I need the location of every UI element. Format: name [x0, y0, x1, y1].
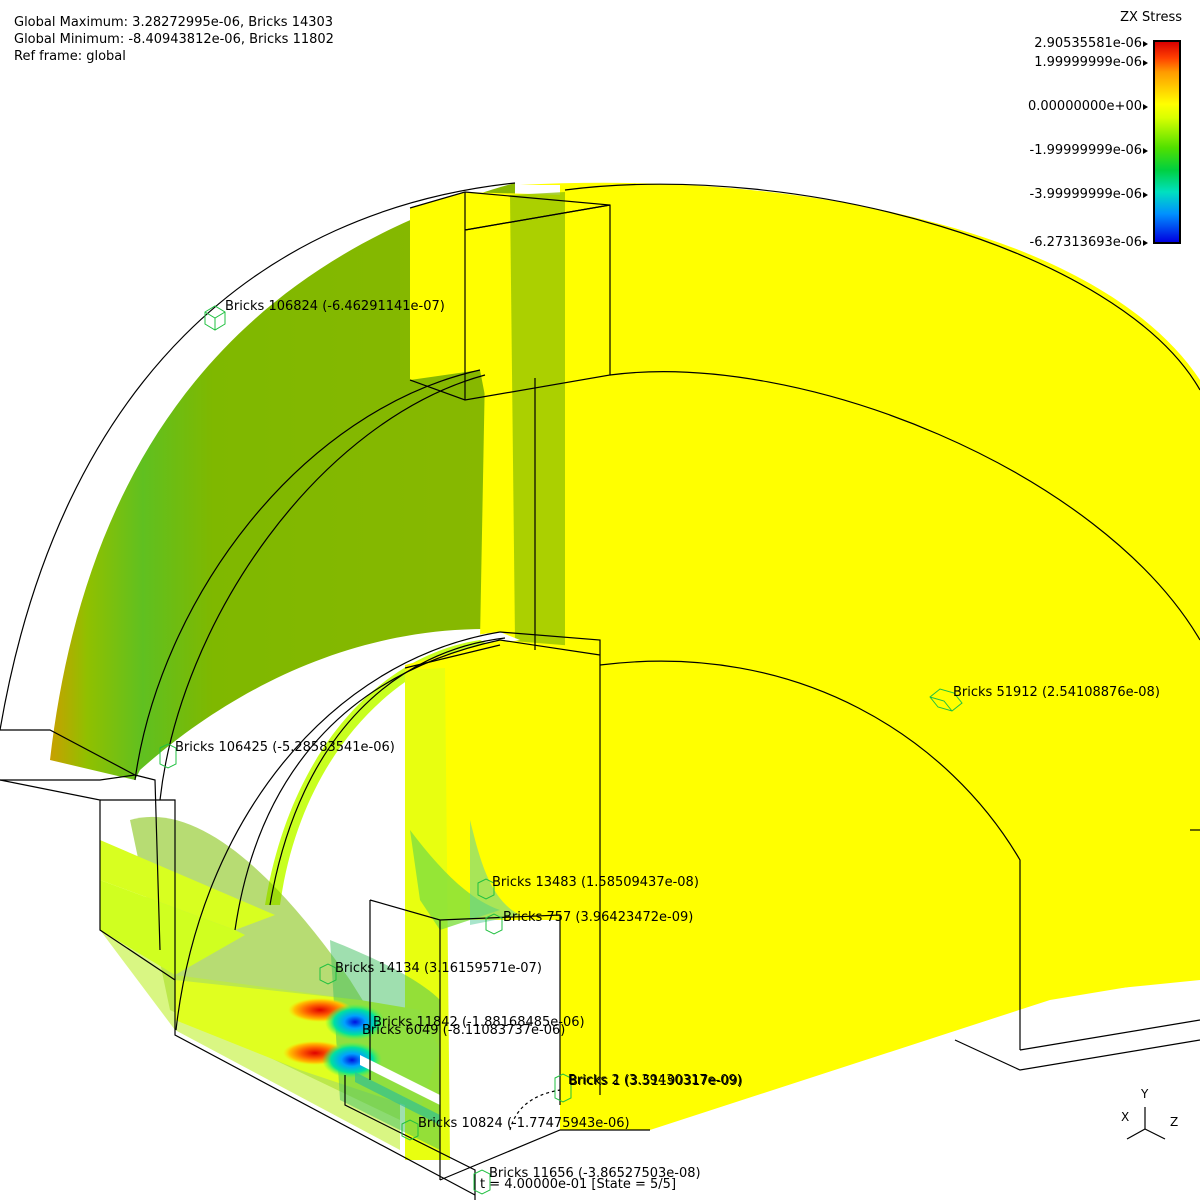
outer-shell-green: [50, 183, 515, 780]
legend-label-neg4e-6: -3.99999999e-06: [1029, 187, 1143, 202]
brick-markers: [159, 305, 963, 1195]
hud-info: Global Maximum: 3.28272995e-06, Bricks 1…: [14, 14, 334, 65]
axis-triad-lines: [1126, 1107, 1166, 1140]
axis-x-label: X: [1121, 1110, 1130, 1124]
plate-upper: [100, 840, 275, 930]
brick-label[interactable]: Bricks 11842 (-1.88168485e-06): [373, 1015, 585, 1030]
legend-label-min: -6.27313693e-06: [1029, 235, 1143, 250]
wireframe: [0, 182, 1200, 1200]
legend-tick: [1143, 41, 1148, 47]
brick-label[interactable]: Bricks 6049 (-8.11083737e-06): [362, 1023, 566, 1038]
brick-label[interactable]: Bricks 757 (3.96423472e-09): [503, 910, 694, 925]
brick-label[interactable]: Bricks 11656 (-3.86527503e-08): [489, 1166, 701, 1181]
brick-label[interactable]: Bricks 2 (3.39430317e-09): [568, 1073, 742, 1088]
legend-tick: [1143, 148, 1148, 154]
legend-tick: [1143, 60, 1148, 66]
lower-column: [405, 640, 600, 1160]
legend-label-2e-6: 1.99999999e-06: [1034, 55, 1142, 70]
legend-title: ZX Stress: [1120, 10, 1182, 25]
brick-label[interactable]: Bricks 106824 (-6.46291141e-07): [225, 299, 445, 314]
legend-label-max: 2.90535581e-06: [1034, 36, 1142, 51]
axis-y-label: Y: [1141, 1087, 1149, 1101]
brick-label[interactable]: Bricks 13483 (1.58509437e-08): [492, 875, 699, 890]
legend-colorbar: [1153, 40, 1181, 244]
brick-label[interactable]: Bricks 14134 (3.16159571e-07): [335, 961, 542, 976]
ref-frame-text: Ref frame: global: [14, 49, 126, 64]
legend-tick: [1143, 192, 1148, 198]
time-state-label: t = 4.00000e-01 [State = 5/5]: [480, 1177, 677, 1192]
axis-triad: Y X Z: [1115, 1085, 1185, 1145]
legend-label-zero: 0.00000000e+00: [1027, 99, 1142, 114]
brick-label[interactable]: Bricks 1 (3.51190317e-09): [569, 1074, 743, 1089]
legend-tick: [1143, 240, 1148, 246]
brick-label[interactable]: Bricks 51912 (2.54108876e-08): [953, 685, 1160, 700]
legend-tick: [1143, 104, 1148, 110]
global-min-text: Global Minimum: -8.40943812e-06, Bricks …: [14, 32, 334, 47]
brick-label[interactable]: Bricks 106425 (-5.28583541e-06): [175, 740, 395, 755]
global-max-text: Global Maximum: 3.28272995e-06, Bricks 1…: [14, 15, 334, 30]
axis-z-label: Z: [1170, 1115, 1179, 1129]
brick-label[interactable]: Bricks 10824 (-1.77475943e-06): [418, 1116, 630, 1131]
plate-middle: [100, 880, 245, 975]
legend-label-neg2e-6: -1.99999999e-06: [1029, 143, 1143, 158]
